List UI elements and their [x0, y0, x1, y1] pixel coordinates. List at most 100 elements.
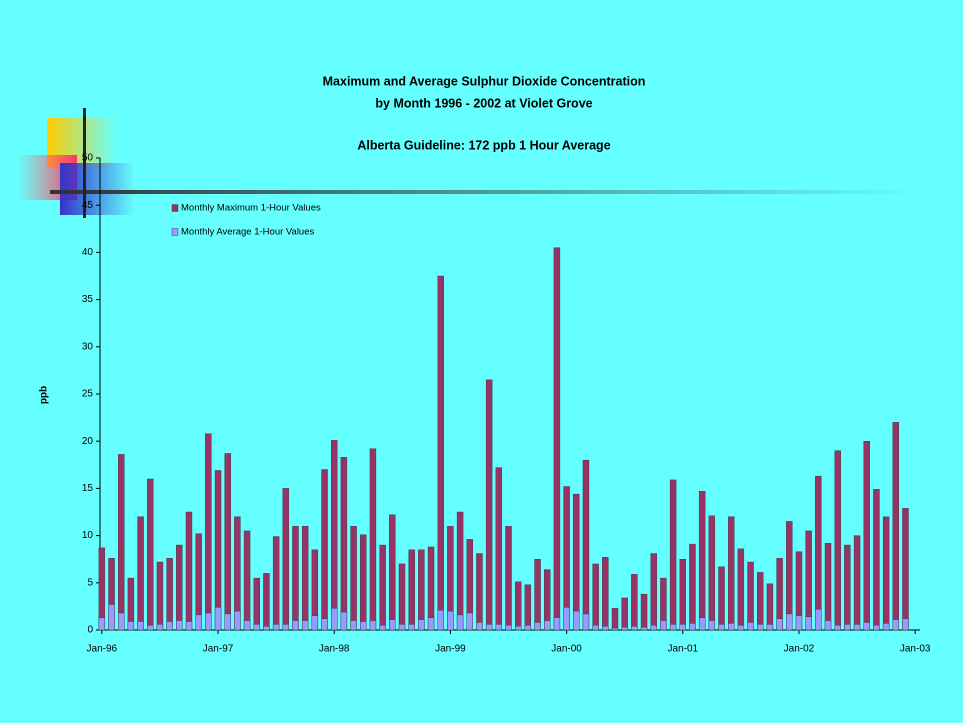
bar — [166, 621, 173, 631]
bar — [389, 514, 396, 631]
bar — [408, 624, 415, 631]
bar — [737, 625, 745, 631]
bar — [873, 489, 880, 631]
bar — [689, 543, 696, 631]
bar — [98, 617, 106, 631]
bar — [853, 535, 861, 631]
bar — [127, 621, 135, 631]
bar — [321, 618, 328, 631]
bar — [514, 626, 522, 631]
bar — [340, 457, 348, 631]
bar — [292, 620, 299, 631]
bar — [147, 478, 154, 631]
bar — [505, 525, 512, 631]
bar — [882, 623, 890, 631]
bar — [844, 544, 851, 631]
bar — [611, 627, 619, 631]
y-tick-label: 5 — [87, 577, 93, 588]
bar — [524, 625, 532, 631]
bar — [679, 624, 686, 631]
bar — [243, 530, 251, 631]
y-axis-label: ppb — [39, 386, 50, 404]
bar — [408, 549, 415, 631]
bar — [108, 604, 115, 631]
bar — [757, 572, 764, 631]
bar — [621, 597, 628, 631]
bar — [611, 608, 619, 631]
y-tick-label: 45 — [82, 200, 94, 211]
bar — [263, 573, 270, 631]
bar — [224, 613, 231, 631]
bar — [350, 525, 357, 631]
bar — [282, 624, 290, 631]
bar — [495, 467, 503, 631]
bar — [718, 624, 725, 631]
bar — [737, 548, 745, 631]
bar — [137, 516, 144, 631]
bar — [602, 557, 609, 631]
x-tick-label: Jan-03 — [900, 644, 931, 655]
bar — [747, 622, 754, 631]
bar — [398, 563, 406, 631]
bar — [902, 508, 909, 631]
bar — [331, 440, 338, 631]
bar — [176, 544, 183, 631]
bar — [360, 621, 367, 631]
bar — [640, 593, 648, 631]
bar — [766, 583, 774, 631]
bar — [902, 618, 909, 631]
bar — [398, 624, 406, 631]
bar — [553, 247, 561, 631]
bar — [466, 612, 473, 631]
bar — [727, 623, 735, 631]
bar — [389, 619, 396, 631]
bar — [185, 511, 193, 631]
bar — [514, 581, 522, 631]
bar — [698, 491, 706, 631]
bar — [476, 553, 483, 631]
bar — [156, 561, 164, 631]
bar — [524, 584, 532, 631]
bar — [476, 622, 483, 631]
bar — [592, 563, 599, 631]
bar — [776, 618, 783, 631]
bar — [563, 607, 570, 631]
bar — [834, 450, 841, 631]
bar — [418, 619, 425, 631]
bar — [640, 626, 648, 631]
y-tick-label: 10 — [82, 530, 94, 541]
bar — [834, 625, 841, 631]
bar — [205, 612, 212, 631]
bar — [331, 608, 338, 631]
bar — [592, 625, 599, 631]
y-tick-label: 50 — [82, 153, 94, 164]
bar — [786, 521, 793, 631]
bar — [505, 625, 512, 631]
bar — [534, 622, 541, 631]
x-tick-label: Jan-97 — [203, 644, 234, 655]
bar — [350, 620, 357, 631]
legend-label: Monthly Maximum 1-Hour Values — [181, 203, 321, 214]
x-tick-label: Jan-00 — [551, 644, 582, 655]
bar — [495, 624, 503, 631]
bar — [631, 574, 638, 631]
bar — [118, 612, 125, 631]
logo — [17, 108, 920, 218]
bar — [892, 619, 899, 631]
bar — [669, 624, 677, 631]
bar — [708, 515, 716, 631]
bar — [805, 616, 812, 631]
bar — [437, 275, 444, 631]
bar — [418, 549, 425, 631]
bar — [882, 516, 890, 631]
bar — [166, 558, 173, 631]
bar — [253, 577, 260, 631]
x-tick-label: Jan-01 — [667, 644, 698, 655]
bar — [301, 620, 309, 631]
bar — [631, 626, 638, 631]
bar — [437, 609, 444, 631]
bar — [786, 613, 793, 631]
bar — [214, 470, 222, 631]
